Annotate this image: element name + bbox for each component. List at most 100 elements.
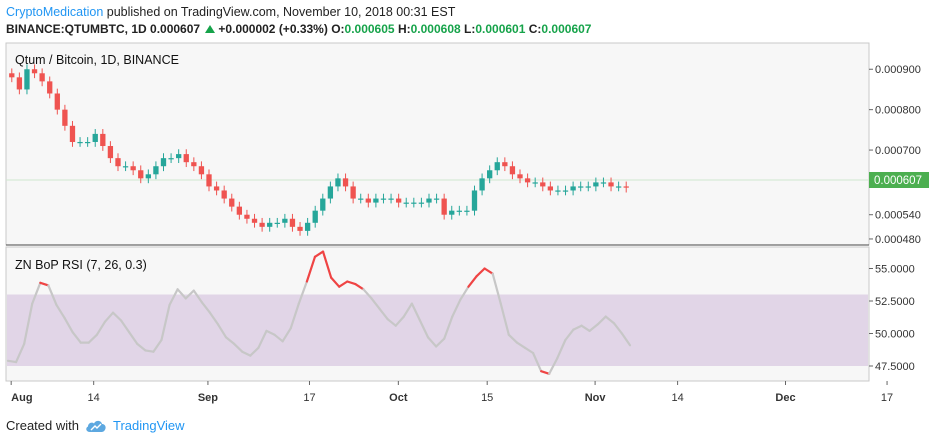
close-value: 0.000607 [541,22,592,36]
rsi-line-segment [338,280,349,288]
time-tick-label: 15 [481,392,493,404]
time-tick-label: Aug [11,392,32,404]
rsi-line-segment [386,318,397,327]
candle-body [456,210,462,212]
candle-body [304,222,311,231]
rsi-line-segment [418,319,430,339]
rsi-line-segment [233,342,244,353]
candle-body [623,186,629,188]
candle-body [206,174,212,187]
candle-body [191,162,197,167]
created-with-label: Created with [6,418,79,433]
close-label: C: [528,22,542,36]
candle-body [259,222,265,227]
rsi-line-segment [572,324,583,331]
symbol-label: BINANCE:QTUMBTC, 1D [6,22,147,36]
candle-body [555,190,561,192]
candle-body [373,198,379,203]
candle-body [160,158,167,167]
candle-body [562,190,569,192]
time-tick-label: 17 [881,392,893,404]
rsi-line-segment [249,346,260,357]
rsi-line-segment [467,275,478,288]
open-value: 0.000605 [344,22,395,36]
candle-body [449,210,455,215]
rsi-band-layer [7,294,868,366]
candle-body [464,210,470,212]
candle-body [122,166,129,168]
rsi-line-segment [14,342,26,364]
candle-body [221,190,227,199]
candle-body [92,133,98,142]
candle-body [578,186,584,188]
price-axis[interactable]: 0.000900 0.000800 0.000700 0.000540 0.000480 [869,64,921,246]
candle-body [395,198,402,203]
candle-body [547,186,554,191]
candle-body [320,198,326,211]
rsi-line-segment [160,303,171,342]
rsi-line-segment [523,346,535,355]
rsi-line-segment [39,281,50,287]
rsi-line-segment [507,333,519,344]
candle-body [24,69,30,90]
rsi-line-segment [612,322,624,335]
rsi-line-segment [273,333,284,343]
rsi-line-segment [451,298,462,318]
ohlc-row: BINANCE:QTUMBTC, 1D 0.000607 +0.000002 (… [6,21,591,38]
candle-body [138,170,144,179]
rsi-axis[interactable]: 55.0000 52.5000 50.0000 47.5000 [869,264,915,374]
candle-body [380,198,387,200]
rsi-line-segment [491,272,502,305]
rsi-line-segment [95,320,107,336]
candle-body [312,210,318,223]
rsi-line-segment [136,342,147,352]
last-price: 0.000607 [150,22,201,36]
footer: Created with TradingView [6,418,185,433]
rsi-line-segment [531,351,543,373]
time-tick-label: 14 [671,392,683,404]
candle-body [9,73,15,78]
rsi-line-segment [362,288,373,300]
candle-body [411,202,417,204]
time-tick-label: 17 [303,392,315,404]
high-value: 0.000608 [410,22,461,36]
candle-body [479,178,485,191]
candle-body [244,214,250,219]
rsi-line-segment [588,323,599,332]
time-tick-label: Sep [198,392,218,404]
author-link[interactable]: CryptoMedication [6,5,104,19]
rsi-line-segment [265,329,276,336]
rsi-line-segment [200,301,212,314]
rsi-line-segment [540,370,551,375]
candle-body [517,174,523,179]
candle-body [358,198,364,200]
candle-body [494,162,500,171]
price-tick-label: 0.000480 [875,234,921,246]
low-label: L: [464,22,476,36]
rsi-line-segment [394,315,405,327]
tradingview-link[interactable]: TradingView [112,418,185,433]
candle-body [251,218,258,223]
candle-body [69,125,76,142]
rsi-line-segment [346,280,357,286]
candle-body [274,222,280,224]
rsi-tick-label: 55.0000 [875,264,915,276]
rsi-line-segment [257,329,268,349]
rsi-line-segment [330,276,341,288]
rsi-line-segment [305,255,317,283]
time-axis[interactable]: Aug 14 Sep 17 Oct 15 Nov 14 Dec 17 [10,381,893,404]
candle-body [471,190,478,211]
candle-body [502,162,508,167]
candle-body [350,186,356,199]
published-text: published on TradingView.com, November 1… [106,5,456,19]
rsi-line-segment [184,289,195,300]
rsi-line-segment [111,311,123,322]
price-tick-label: 0.000540 [875,210,921,222]
candle-body [615,186,622,188]
last-price-badge [869,172,929,188]
candle-body [608,182,614,187]
rsi-line-segment [313,250,325,258]
rsi-line-segment [103,311,115,323]
rsi-line-segment [6,359,18,364]
